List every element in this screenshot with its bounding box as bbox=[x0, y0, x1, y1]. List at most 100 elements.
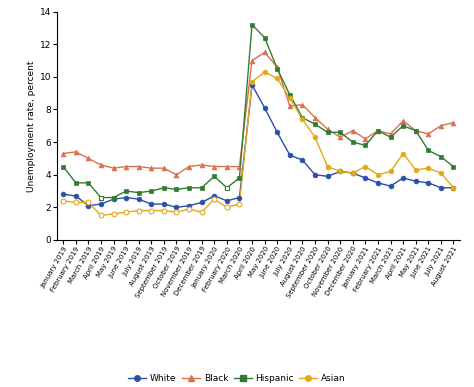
Point bbox=[349, 170, 356, 176]
Point bbox=[286, 95, 293, 101]
Point bbox=[84, 180, 92, 186]
Point bbox=[248, 82, 256, 88]
Point bbox=[324, 173, 331, 180]
Point bbox=[412, 167, 419, 173]
Point bbox=[198, 209, 205, 215]
Point bbox=[425, 180, 432, 186]
Point bbox=[198, 185, 205, 191]
Point bbox=[450, 185, 457, 191]
Point bbox=[173, 209, 180, 215]
Point bbox=[147, 188, 155, 194]
Point bbox=[299, 101, 306, 108]
Point bbox=[223, 163, 231, 170]
Point bbox=[236, 163, 243, 170]
Point bbox=[387, 183, 394, 189]
Point bbox=[324, 129, 331, 135]
Point bbox=[97, 162, 105, 168]
Point bbox=[160, 201, 168, 207]
Point bbox=[198, 199, 205, 205]
Point bbox=[261, 49, 268, 55]
Point bbox=[273, 75, 281, 82]
Point bbox=[185, 185, 193, 191]
Point bbox=[236, 194, 243, 200]
Point bbox=[362, 136, 369, 142]
Point bbox=[160, 207, 168, 214]
Point bbox=[311, 121, 319, 127]
Point bbox=[437, 170, 445, 176]
Point bbox=[425, 147, 432, 153]
Point bbox=[248, 57, 256, 63]
Point bbox=[248, 22, 256, 28]
Point bbox=[273, 129, 281, 135]
Point bbox=[84, 199, 92, 205]
Point bbox=[349, 139, 356, 145]
Point bbox=[147, 201, 155, 207]
Point bbox=[185, 206, 193, 212]
Point bbox=[324, 126, 331, 132]
Point bbox=[110, 194, 118, 200]
Point bbox=[210, 163, 218, 170]
Point bbox=[84, 203, 92, 209]
Point bbox=[425, 165, 432, 171]
Point bbox=[362, 163, 369, 170]
Point bbox=[273, 64, 281, 70]
Point bbox=[173, 204, 180, 211]
Point bbox=[311, 115, 319, 121]
Point bbox=[374, 180, 382, 186]
Point bbox=[362, 175, 369, 181]
Point bbox=[135, 196, 143, 202]
Point bbox=[236, 175, 243, 181]
Point bbox=[59, 151, 67, 157]
Legend: White, Black, Hispanic, Asian: White, Black, Hispanic, Asian bbox=[125, 370, 349, 386]
Point bbox=[399, 118, 407, 124]
Point bbox=[437, 185, 445, 191]
Point bbox=[387, 134, 394, 140]
Point bbox=[437, 154, 445, 160]
Point bbox=[450, 163, 457, 170]
Point bbox=[173, 171, 180, 178]
Point bbox=[399, 123, 407, 129]
Point bbox=[110, 165, 118, 171]
Point bbox=[311, 134, 319, 140]
Point bbox=[72, 199, 80, 205]
Point bbox=[185, 203, 193, 209]
Point bbox=[349, 128, 356, 134]
Point bbox=[374, 128, 382, 134]
Point bbox=[59, 191, 67, 197]
Point bbox=[210, 193, 218, 199]
Point bbox=[59, 163, 67, 170]
Point bbox=[374, 171, 382, 178]
Point bbox=[299, 116, 306, 122]
Point bbox=[337, 129, 344, 135]
Point bbox=[110, 211, 118, 217]
Point bbox=[324, 163, 331, 170]
Point bbox=[110, 196, 118, 202]
Point bbox=[72, 180, 80, 186]
Point bbox=[122, 194, 130, 200]
Point bbox=[135, 163, 143, 170]
Point bbox=[122, 188, 130, 194]
Point bbox=[185, 163, 193, 170]
Point bbox=[450, 120, 457, 126]
Point bbox=[299, 157, 306, 163]
Point bbox=[122, 163, 130, 170]
Point bbox=[450, 185, 457, 191]
Point bbox=[387, 168, 394, 175]
Point bbox=[337, 134, 344, 140]
Point bbox=[261, 34, 268, 41]
Point bbox=[337, 168, 344, 175]
Point bbox=[135, 190, 143, 196]
Point bbox=[412, 178, 419, 184]
Point bbox=[311, 171, 319, 178]
Point bbox=[147, 207, 155, 214]
Point bbox=[261, 105, 268, 111]
Point bbox=[72, 149, 80, 155]
Y-axis label: Unemployment rate, percent: Unemployment rate, percent bbox=[27, 60, 36, 192]
Point bbox=[374, 128, 382, 134]
Point bbox=[286, 103, 293, 109]
Point bbox=[399, 175, 407, 181]
Point bbox=[97, 212, 105, 219]
Point bbox=[84, 155, 92, 161]
Point bbox=[299, 115, 306, 121]
Point bbox=[135, 207, 143, 214]
